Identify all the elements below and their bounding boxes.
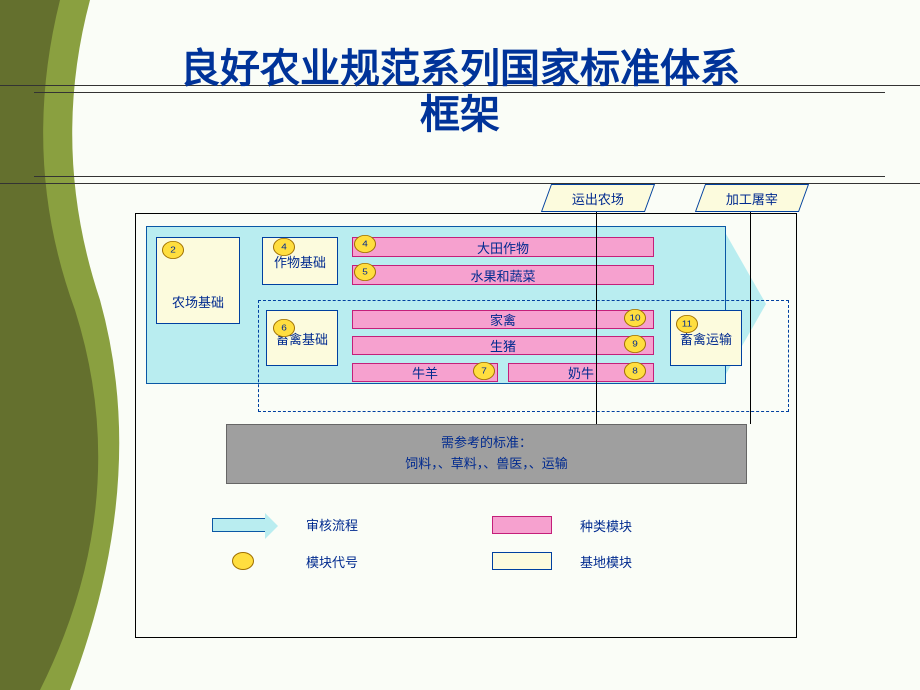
band-inner-bottom <box>34 176 885 177</box>
vline-0 <box>596 212 597 424</box>
module-number-6: 6 <box>273 319 295 337</box>
legend-yellow-label: 基地模块 <box>580 552 632 571</box>
page-title-line1: 良好农业规范系列国家标准体系 <box>0 46 920 92</box>
reference-standards-box: 需参考的标准： 饲料，、草料，、兽医，、运输 <box>226 424 747 484</box>
module-farm-base-label: 农场基础 <box>172 292 224 311</box>
vline-1 <box>750 212 751 424</box>
page-title-wrap: 良好农业规范系列国家标准体系 框架 <box>0 46 920 138</box>
module-number-4: 4 <box>273 238 295 256</box>
module-number-4: 4 <box>354 235 376 253</box>
reference-line1: 需参考的标准： <box>441 433 532 454</box>
category-module-3: 生猪 <box>352 336 654 355</box>
legend-yellow-swatch <box>492 552 552 570</box>
legend-arrow-label: 审核流程 <box>306 515 358 534</box>
legend-pink-swatch <box>492 516 552 534</box>
output-stage-0: 运出农场 <box>541 184 655 212</box>
module-livestock-base: 畜禽基础 <box>266 310 338 366</box>
module-number-2: 2 <box>162 241 184 259</box>
module-number-10: 10 <box>624 309 646 327</box>
module-number-7: 7 <box>473 362 495 380</box>
category-module-0: 大田作物 <box>352 237 654 257</box>
reference-line2: 饲料，、草料，、兽医，、运输 <box>405 454 568 475</box>
page-title-line2: 框架 <box>0 92 920 138</box>
legend-circle-swatch <box>232 552 254 570</box>
module-number-9: 9 <box>624 335 646 353</box>
output-stage-1: 加工屠宰 <box>695 184 809 212</box>
module-number-5: 5 <box>354 263 376 281</box>
module-number-8: 8 <box>624 362 646 380</box>
legend-arrow-swatch <box>212 518 266 532</box>
module-number-11: 11 <box>676 315 698 333</box>
category-module-1: 水果和蔬菜 <box>352 265 654 285</box>
legend-pink-label: 种类模块 <box>580 516 632 535</box>
legend-circle-label: 模块代号 <box>306 552 358 571</box>
category-module-2: 家禽 <box>352 310 654 329</box>
